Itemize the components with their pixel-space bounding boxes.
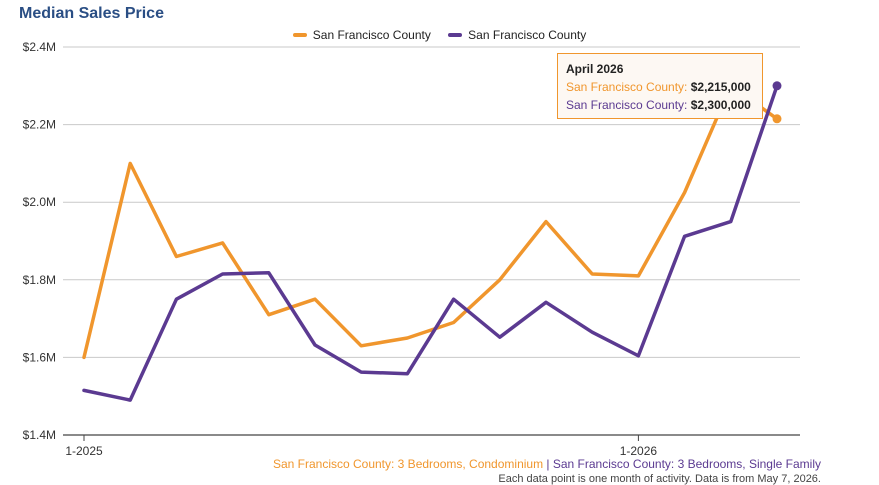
series-2-end-marker <box>772 81 782 91</box>
tooltip-value-series-2: $2,300,000 <box>690 98 751 112</box>
tooltip-value-series-1: $2,215,000 <box>690 80 751 94</box>
legend: San Francisco County San Francisco Count… <box>0 26 879 42</box>
series-description: San Francisco County: 3 Bedrooms, Condom… <box>273 457 821 471</box>
x-tick-label: 1-2026 <box>620 444 658 458</box>
y-tick-label: $1.4M <box>23 428 56 442</box>
tooltip-label-series-2: San Francisco County: <box>566 98 688 112</box>
series-line-1 <box>82 84 779 360</box>
series-description-1: San Francisco County: 3 Bedrooms, Condom… <box>272 457 544 471</box>
data-note: Each data point is one month of activity… <box>498 473 821 485</box>
series-description-2: San Francisco County: 3 Bedrooms, Single… <box>552 457 821 471</box>
tooltip-row-series-1: San Francisco County: $2,215,000 <box>566 78 754 96</box>
legend-item-series-1[interactable]: San Francisco County <box>292 28 431 42</box>
y-tick-label: $1.6M <box>23 350 56 364</box>
tooltip-title: April 2026 <box>566 62 624 76</box>
series-line-2 <box>82 84 779 402</box>
tooltip-label-series-1: San Francisco County: <box>566 80 688 94</box>
x-tick-label: 1-2025 <box>65 444 103 458</box>
series-description-separator: | <box>543 457 553 471</box>
series-1-end-marker <box>772 114 782 124</box>
y-tick-label: $2.4M <box>23 40 56 54</box>
y-tick-label: $2.2M <box>23 118 56 132</box>
legend-label-series-1: San Francisco County <box>312 28 431 42</box>
y-tick-label: $1.8M <box>23 273 56 287</box>
legend-swatch-series-2 <box>448 33 463 37</box>
chart-title: Median Sales Price <box>19 5 164 22</box>
tooltip-row-series-2: San Francisco County: $2,300,000 <box>566 96 754 114</box>
legend-label-series-2: San Francisco County <box>468 28 587 42</box>
y-tick-label: $2.0M <box>23 195 56 209</box>
legend-swatch-series-1 <box>292 33 307 37</box>
legend-item-series-2[interactable]: San Francisco County <box>448 28 586 42</box>
chart-tooltip: April 2026 San Francisco County: $2,215,… <box>557 53 763 119</box>
